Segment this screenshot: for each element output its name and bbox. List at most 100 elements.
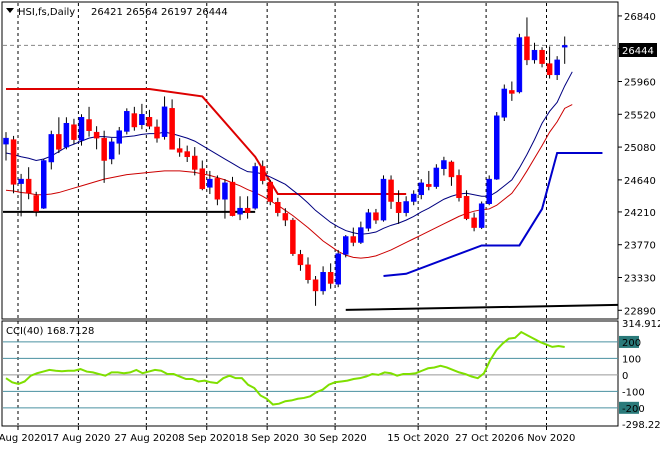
price-axis: 2684026400259602552025080246402421023770… [618, 12, 656, 317]
cci-tick-label: -100 [622, 387, 645, 398]
x-tick-label: 17 Aug 2020 [46, 433, 110, 444]
collapse-triangle-icon[interactable] [6, 8, 14, 13]
candle-body [244, 207, 251, 213]
candle-body [169, 108, 175, 150]
candle-body [456, 175, 462, 199]
candle-body [426, 184, 432, 187]
cci-axis: 314.9128 200 100 0 -100 -200 -298.227 [619, 319, 660, 431]
candle-body [199, 168, 206, 190]
cci-tick-label: 314.9128 [622, 319, 660, 330]
candle-body [501, 88, 508, 118]
candle-body [139, 114, 145, 125]
ohlc-values: 26421 26564 26197 26444 [91, 7, 228, 18]
last-price-badge [619, 43, 657, 57]
candle-body [448, 161, 455, 178]
candle-body [101, 137, 107, 161]
candle-body [343, 236, 349, 255]
candle-body [327, 272, 334, 284]
candle-body [56, 134, 62, 150]
candle-body [335, 253, 341, 285]
candle-body [509, 90, 515, 94]
y-tick-label: 25960 [624, 78, 656, 89]
candle-body [373, 212, 379, 221]
candle-body [41, 160, 47, 209]
cci-tick-label: 100 [622, 354, 641, 365]
candle-body [93, 131, 100, 139]
cci-tick-bg [619, 352, 639, 365]
candle-body [184, 151, 190, 158]
candle-body [395, 201, 402, 213]
candle-body [441, 160, 447, 169]
candle-body [71, 124, 77, 140]
ma-fast-line [5, 71, 573, 235]
candle-body [471, 217, 477, 228]
candle-body [252, 166, 258, 209]
x-tick-label: 27 Oct 2020 [455, 433, 517, 444]
cci-tick-bg [619, 335, 639, 348]
sar-red-line [6, 87, 407, 196]
candle-body [154, 126, 160, 139]
candle-body [539, 49, 545, 64]
candle-body [282, 213, 289, 221]
candle-body [275, 201, 281, 213]
candle-body [312, 279, 319, 292]
y-tick-label: 24640 [624, 176, 656, 187]
y-tick-label: 22890 [624, 306, 656, 317]
cci-tick-bg [619, 401, 639, 414]
candle-body [403, 201, 409, 213]
candle-body [290, 219, 296, 254]
candle-body [124, 111, 130, 132]
cci-tick-label: 0 [622, 371, 628, 382]
y-tick-label: 26840 [624, 12, 656, 23]
candle-body [33, 195, 39, 212]
last-price-value: 26444 [622, 46, 654, 57]
y-tick-label: 23770 [624, 241, 656, 252]
candle-body [229, 181, 236, 216]
candle-body [380, 178, 387, 221]
candle-body [388, 179, 394, 202]
candle-body [554, 59, 560, 76]
x-tick-label: 8 Sep 2020 [178, 433, 235, 444]
candlesticks [3, 17, 568, 306]
candle-body [116, 130, 122, 144]
candle-body [10, 139, 17, 185]
candle-body [214, 178, 221, 200]
x-tick-label: 5 Aug 2020 [0, 433, 47, 444]
candle-body [222, 182, 228, 200]
cci-tick-label: -298.227 [622, 420, 660, 431]
cci-levels [3, 341, 618, 409]
lower-trend-line [345, 303, 619, 311]
cci-series [5, 330, 565, 406]
candle-body [146, 117, 153, 127]
candle-body [297, 254, 304, 266]
candle-body [365, 212, 372, 229]
candle-body [410, 193, 417, 202]
candle-body [86, 119, 92, 131]
candle-body [161, 106, 168, 137]
candle-body [418, 182, 424, 196]
y-tick-label: 24210 [624, 208, 656, 219]
candle-body [516, 37, 523, 93]
candle-body [78, 117, 85, 141]
candle-body [463, 196, 470, 219]
candle-body [486, 178, 492, 204]
candle-body [108, 141, 115, 160]
cci-tick-bg [619, 368, 639, 381]
candle-body [237, 207, 243, 215]
cci-label: CCI(40) 168.7128 [6, 326, 94, 337]
candle-body [561, 45, 568, 48]
candle-body [320, 272, 326, 292]
cci-tick-label: 200 [622, 338, 641, 349]
candle-body [63, 122, 70, 148]
x-tick-label: 30 Sep 2020 [303, 433, 366, 444]
candle-body [176, 148, 183, 153]
candle-body [3, 137, 9, 145]
candle-body [524, 36, 530, 61]
x-tick-label: 27 Aug 2020 [114, 433, 178, 444]
candle-body [358, 227, 364, 243]
ma-slow-line [5, 104, 573, 259]
candle-body [259, 166, 266, 181]
candle-body [267, 181, 273, 202]
